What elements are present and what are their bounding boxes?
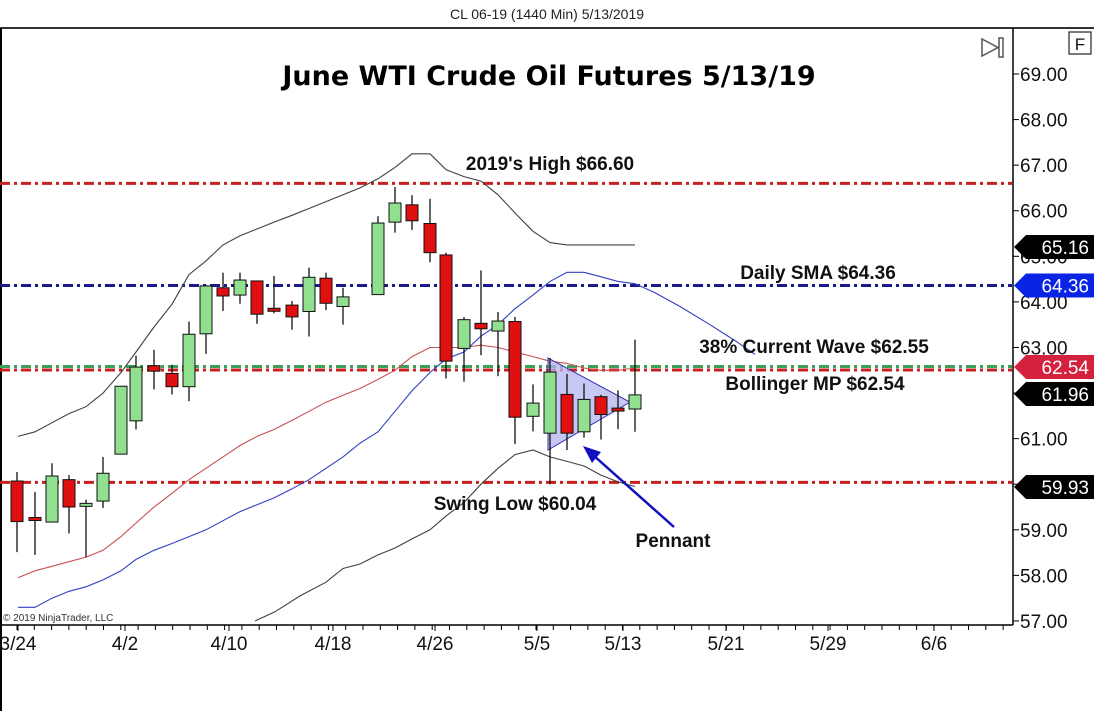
candle-24 [439,252,453,379]
time-axis[interactable]: 3/24 4/2 4/10 4/18 4/26 5/5 5/13 5/21 5/29 6/6 [0,625,1004,655]
indicator-env_lower [254,449,636,622]
pennant-arrow-head [583,446,601,463]
candle-5 [96,456,110,508]
price-tag-59.93: 59.93 [1014,475,1094,499]
candle-30 [543,357,557,485]
svg-text:59.93: 59.93 [1041,478,1089,499]
date-tick-label: 4/18 [315,634,352,655]
svg-text:61.96: 61.96 [1041,385,1089,406]
svg-text:62.54: 62.54 [1041,358,1089,379]
candle-14 [250,280,264,324]
candle-9 [165,364,179,395]
date-tick-label: 5/21 [708,634,745,655]
annotation-label-0: 2019's High $66.60 [466,154,634,175]
price-tick-label: 58.00 [1020,566,1068,587]
indicator-bollinger_mid [17,344,636,579]
price-tick-label: 57.00 [1020,612,1068,633]
price-tick-label: 68.00 [1020,111,1068,132]
price-tick-label: 61.00 [1020,430,1068,451]
horizontal-lines-layer [0,181,1012,484]
candle-21 [388,187,402,233]
price-tags-layer: 65.16 64.36 62.54 61.96 59.93 [1014,235,1094,499]
candle-34 [611,390,625,430]
indicator-bollinger_upper [17,153,635,437]
date-tick-label: 5/5 [524,634,550,655]
pennant-arrow-shaft [592,454,675,528]
candle-13 [233,272,247,304]
candle-28 [508,316,522,445]
price-tick-label: 67.00 [1020,156,1068,177]
svg-text:65.16: 65.16 [1041,238,1089,259]
candle-32 [577,383,591,438]
copyright-text: © 2019 NinjaTrader, LLC [3,613,113,624]
skip-to-end-icon[interactable] [981,37,1004,58]
candle-26 [474,270,488,356]
candle-23 [423,198,437,263]
candle-8 [147,349,161,390]
candle-2 [45,463,59,523]
date-tick-label: 5/13 [605,634,642,655]
indicator-bollinger_lower [18,271,756,608]
chart-title: June WTI Crude Oil Futures 5/13/19 [280,61,815,92]
candle-17 [302,267,316,337]
date-tick-label: 5/29 [810,634,847,655]
price-tag-62.54: 62.54 [1014,355,1094,379]
candle-19 [336,287,350,325]
date-tick-label: 6/6 [921,634,947,655]
chart-window-title: CL 06-19 (1440 Min) 5/13/2019 [449,6,645,22]
candle-6 [114,385,128,455]
price-axis[interactable]: 57.0058.0059.0060.0061.0062.0063.0064.00… [1013,65,1068,633]
f-button[interactable]: F [1068,31,1092,55]
price-tick-label: 63.00 [1020,338,1068,359]
candle-16 [285,300,299,330]
price-tag-64.36: 64.36 [1014,273,1094,298]
candle-12 [216,272,230,312]
pennant-label: Pennant [636,531,712,552]
f-button-label: F [1075,35,1085,54]
indicators-layer [17,153,756,622]
candle-10 [182,321,196,402]
date-tick-label: 4/26 [417,634,454,655]
candle-35 [628,339,642,432]
candle-7 [129,355,143,430]
arrow-layer [583,446,675,528]
candle-18 [319,272,333,311]
candle-4 [79,499,93,558]
candles-layer [10,187,642,558]
candle-15 [267,275,281,314]
date-tick-label: 4/2 [112,634,138,655]
annotation-label-2: 38% Current Wave $62.55 [699,337,929,358]
candle-0 [10,471,24,553]
candle-11 [199,285,213,354]
candle-3 [62,475,76,534]
candle-22 [405,195,419,230]
candle-33 [594,394,608,440]
annotation-label-4: Swing Low $60.04 [434,494,597,515]
candle-31 [560,373,574,451]
candle-29 [526,384,540,432]
price-tick-label: 59.00 [1020,521,1068,542]
price-tick-label: 64.00 [1020,293,1068,314]
annotation-label-1: Daily SMA $64.36 [740,263,896,284]
candle-1 [28,491,42,555]
candle-27 [491,311,505,377]
candle-25 [457,316,471,382]
price-tag-61.96: 61.96 [1014,382,1094,406]
annotation-labels-layer: 2019's High $66.60 Daily SMA $64.36 38% Cu… [434,154,929,552]
price-tick-label: 66.00 [1020,202,1068,223]
svg-text:64.36: 64.36 [1041,276,1089,297]
price-tick-label: 69.00 [1020,65,1068,86]
annotation-label-3: Bollinger MP $62.54 [725,374,905,395]
date-tick-label: 4/10 [211,634,248,655]
date-tick-label: 3/24 [0,634,37,655]
candle-20 [371,216,385,296]
price-tag-65.16: 65.16 [1014,235,1094,259]
